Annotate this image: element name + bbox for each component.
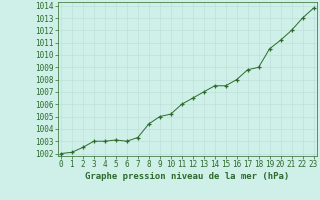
X-axis label: Graphe pression niveau de la mer (hPa): Graphe pression niveau de la mer (hPa)	[85, 172, 289, 181]
